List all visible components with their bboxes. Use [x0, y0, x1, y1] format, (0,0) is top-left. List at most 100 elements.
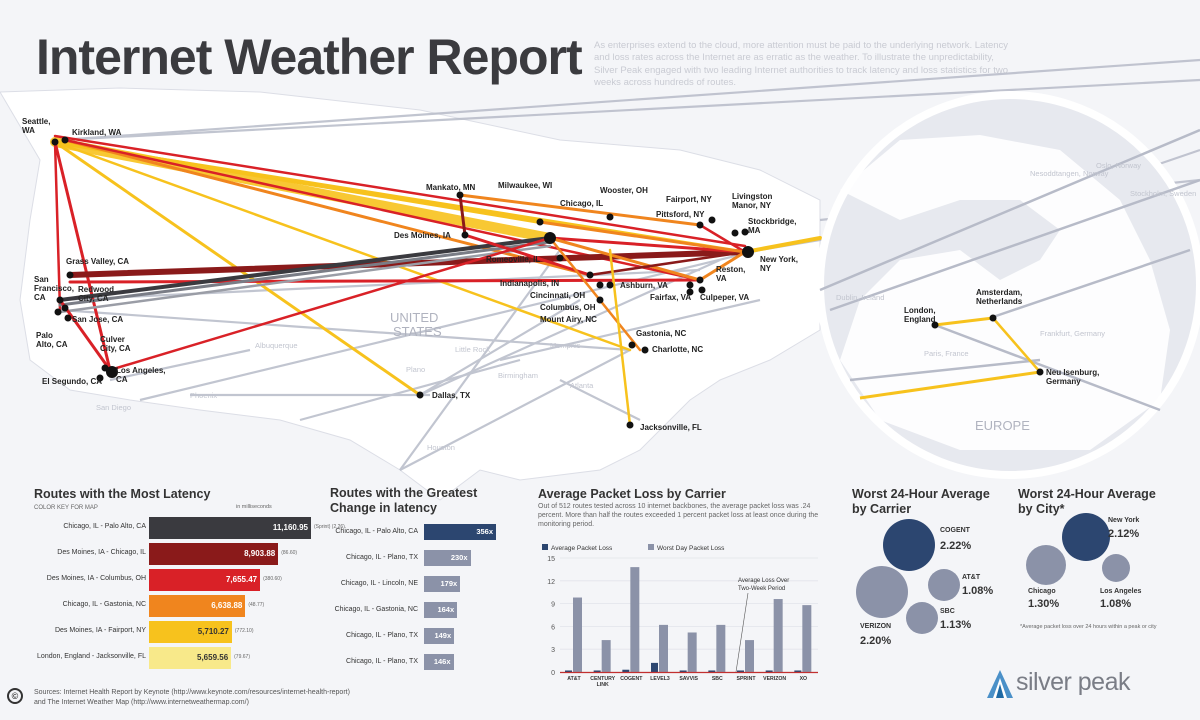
ghost-label: Stockholm, Sweden	[1130, 189, 1196, 198]
bubble-losangeles	[1102, 554, 1130, 582]
bar-avg	[679, 670, 687, 672]
city-dot-culpeper	[698, 286, 706, 294]
city-label-milwaukee: Milwaukee, WI	[498, 181, 552, 190]
latency-route: Des Moines, IA - Chicago, IL	[57, 549, 146, 556]
bar-worst	[716, 624, 726, 672]
ghost-label: Birmingham	[498, 371, 538, 380]
latency-value: 5,659.56	[197, 653, 229, 662]
city-label-wooster: Wooster, OH	[600, 186, 648, 195]
latency-route: Des Moines, IA - Columbus, OH	[46, 575, 146, 582]
bar-worst	[687, 632, 697, 672]
x-tick-label: AT&T	[567, 676, 581, 682]
carrier-label-verizon: VERIZON	[860, 623, 892, 630]
latency-value: 7,655.47	[225, 575, 258, 584]
carrier-value-att: 1.08%	[962, 585, 994, 597]
city-value-newyork: 2.12%	[1108, 528, 1140, 540]
city-label-stockbridge: Stockbridge, MA	[748, 217, 796, 235]
city-dot-romeoville	[556, 254, 564, 262]
change-route: Chicago, IL - Gastonia, NC	[334, 606, 418, 613]
change-bar: 230x	[424, 550, 471, 566]
bar-avg	[622, 669, 630, 672]
city-dot-london	[931, 321, 939, 329]
us-landmass	[0, 87, 821, 501]
city-dot-mankato	[456, 191, 464, 199]
latency-row: Chicago, IL - Gastonia, NC 6,638.88 (48.77…	[34, 593, 324, 621]
legend-avg: Average Packet Loss	[551, 545, 613, 552]
city-label-seattle: Seattle, WA	[22, 117, 50, 135]
y-tick-label: 6	[551, 624, 555, 631]
latency-note: (380.60)	[263, 576, 282, 582]
city-dot-la	[106, 366, 118, 378]
ghost-label: San Diego	[96, 403, 131, 412]
packet-loss-chart: Average Packet Loss Worst Day Packet Los…	[542, 544, 818, 688]
carrier-label-sbc: SBC	[940, 608, 955, 615]
city-label-neuisenburg: Neu Isenburg, Germany	[1046, 368, 1099, 386]
bubble-chicago	[1026, 545, 1066, 585]
city-dot-jacksonville	[626, 421, 634, 429]
latency-title: Routes with the Most Latency	[34, 487, 211, 501]
carrier-label-cogent: COGENT	[940, 527, 970, 534]
creative-commons-icon: ©	[7, 688, 23, 704]
latency-note: (86.60)	[281, 550, 298, 556]
bar-worst	[773, 599, 783, 672]
city-dot-chicago	[544, 232, 556, 244]
change-route: Chicago, IL - Palo Alto, CA	[335, 528, 418, 535]
city-label-paloalto: Palo Alto, CA	[36, 331, 68, 349]
carrier-value-verizon: 2.20%	[860, 635, 892, 647]
bar-worst	[745, 640, 754, 672]
intro-text: As enterprises extend to the cloud, more…	[594, 40, 1009, 89]
city-dot-ashburn	[686, 281, 694, 289]
x-tick-label: SPRINT	[736, 676, 756, 682]
change-title: Routes with the Greatest Change in latenc…	[330, 486, 478, 515]
latency-row: Des Moines, IA - Chicago, IL 8,903.88 (86.…	[34, 541, 324, 569]
city-dots	[51, 136, 1044, 429]
packet-title: Average Packet Loss by Carrier	[538, 487, 726, 501]
bubble-cogent	[883, 519, 935, 571]
city-label-ashburn: Ashburn, VA	[620, 281, 668, 290]
bar-worst	[601, 640, 611, 672]
latency-value: 5,710.27	[197, 627, 229, 636]
city-dot-wooster	[606, 213, 614, 221]
city-label-livingston: Livingston Manor, NY	[732, 192, 773, 210]
city-dot-desmoines	[461, 231, 469, 239]
ghost-label: Houston	[427, 443, 455, 452]
city-label-columbus: Columbus, OH	[540, 303, 596, 312]
city-dot-sanjose	[64, 314, 72, 322]
city-label-newyork: New York	[1108, 517, 1140, 524]
y-tick-label: 9	[551, 602, 555, 609]
carrier-bubbles	[856, 519, 960, 634]
x-tick-label: VERIZON	[763, 676, 786, 682]
city-label-fairfax: Fairfax, VA	[650, 293, 691, 302]
brand-name: silver peak	[1016, 668, 1131, 696]
y-tick-label: 3	[551, 647, 555, 654]
city-dot-stockbridge	[741, 228, 749, 236]
change-value: 164x	[437, 605, 455, 614]
change-bar: 179x	[424, 576, 461, 592]
city-dot-gastonia	[628, 341, 636, 349]
bubble-att	[928, 569, 960, 601]
latency-row: Chicago, IL - Palo Alto, CA 11,160.95 (Spr…	[34, 515, 345, 543]
city-label-elsegundo: El Segundo, CA	[42, 377, 102, 386]
bar-worst	[573, 597, 582, 672]
ghost-label: Oslo, Norway	[1096, 161, 1141, 170]
change-bar: 146x	[424, 654, 454, 670]
bar-avg	[565, 670, 572, 672]
city-dot-cincinnati	[596, 281, 604, 289]
city-dot-newyork	[742, 246, 754, 258]
change-value: 179x	[440, 579, 458, 588]
latency-note: (79.67)	[234, 654, 250, 660]
latency-note: (Sprint) (2.26)	[314, 524, 345, 530]
city-label-amsterdam: Amsterdam, Netherlands	[976, 288, 1023, 306]
change-value: 146x	[433, 657, 451, 666]
latency-route: Chicago, IL - Gastonia, NC	[62, 601, 146, 608]
packet-bars	[560, 567, 818, 674]
us-label-2: STATES	[393, 324, 442, 339]
change-route: Chicago, IL - Lincoln, NE	[340, 580, 418, 587]
legend-worst: Worst Day Packet Loss	[657, 545, 725, 552]
change-value: 149x	[434, 631, 452, 640]
city-label-london: London, England	[904, 306, 936, 324]
silverpeak-logo-icon	[987, 670, 1013, 698]
city-dot-columbus	[606, 281, 614, 289]
bar-worst	[802, 605, 812, 672]
